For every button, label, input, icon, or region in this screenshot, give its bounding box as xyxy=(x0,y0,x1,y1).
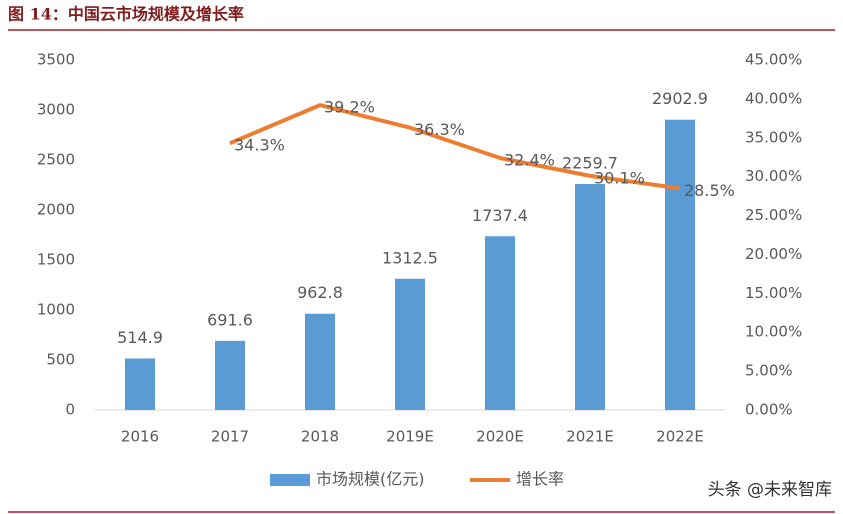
line-value-label: 36.3% xyxy=(414,120,465,139)
y2-tick-label: 15.00% xyxy=(745,284,802,302)
x-tick-label: 2021E xyxy=(566,428,614,446)
bar xyxy=(125,358,155,410)
y-tick-label: 0 xyxy=(65,401,75,419)
x-tick-label: 2016 xyxy=(121,428,159,446)
y2-tick-label: 5.00% xyxy=(745,362,793,380)
y-tick-label: 1500 xyxy=(37,251,75,269)
y-tick-label: 3000 xyxy=(37,101,75,119)
legend-label: 市场规模(亿元) xyxy=(316,470,425,489)
bar-value-label: 962.8 xyxy=(297,283,343,302)
y2-tick-label: 10.00% xyxy=(745,323,802,341)
line-value-label: 39.2% xyxy=(324,98,375,117)
bar-value-label: 1737.4 xyxy=(472,206,528,225)
bar xyxy=(575,184,605,410)
bar-value-label: 1312.5 xyxy=(382,248,438,267)
y2-tick-label: 30.00% xyxy=(745,167,802,185)
line-value-label: 28.5% xyxy=(684,181,735,200)
x-tick-label: 2020E xyxy=(476,428,524,446)
y2-tick-label: 0.00% xyxy=(745,401,793,419)
bar xyxy=(305,313,335,410)
x-tick-label: 2022E xyxy=(656,428,704,446)
y2-tick-label: 35.00% xyxy=(745,128,802,146)
bar-value-label: 514.9 xyxy=(117,328,163,347)
x-tick-label: 2017 xyxy=(211,428,249,446)
bar xyxy=(665,119,695,411)
bar-value-label: 691.6 xyxy=(207,310,253,329)
y2-tick-label: 25.00% xyxy=(745,206,802,224)
line-value-label: 32.4% xyxy=(504,151,555,170)
y2-tick-label: 20.00% xyxy=(745,245,802,263)
chart-title: 图 14：中国云市场规模及增长率 xyxy=(8,5,244,24)
y-tick-label: 2000 xyxy=(37,201,75,219)
x-tick-label: 2019E xyxy=(386,428,434,446)
bar-value-label: 2259.7 xyxy=(562,154,618,173)
line xyxy=(229,103,681,191)
y-tick-label: 2500 xyxy=(37,151,75,169)
legend-label: 增长率 xyxy=(516,470,564,489)
y-tick-label: 3500 xyxy=(37,51,75,69)
bar xyxy=(395,278,425,410)
y-tick-label: 1000 xyxy=(37,301,75,319)
line-value-label: 34.3% xyxy=(234,136,285,155)
line-value-label: 30.1% xyxy=(594,168,645,187)
y-tick-label: 500 xyxy=(46,351,75,369)
bar xyxy=(215,340,245,410)
bar-value-label: 2902.9 xyxy=(652,89,708,108)
y2-tick-label: 40.00% xyxy=(745,89,802,107)
legend-swatch xyxy=(270,474,310,486)
bar xyxy=(485,236,515,410)
y2-tick-label: 45.00% xyxy=(745,51,802,69)
x-tick-label: 2018 xyxy=(301,428,339,446)
watermark: 头条 @未来智库 xyxy=(708,480,832,500)
